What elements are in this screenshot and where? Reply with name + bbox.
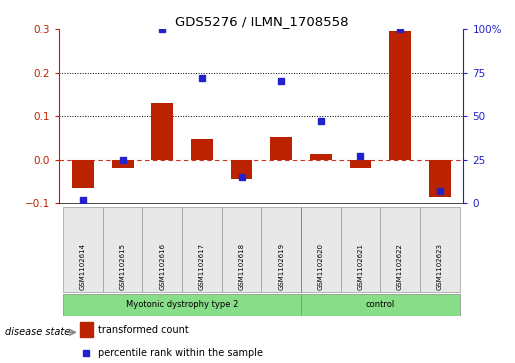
FancyBboxPatch shape xyxy=(301,207,340,292)
FancyBboxPatch shape xyxy=(340,207,380,292)
Text: GSM1102621: GSM1102621 xyxy=(357,243,364,290)
Text: GSM1102623: GSM1102623 xyxy=(437,243,443,290)
Text: GSM1102622: GSM1102622 xyxy=(397,243,403,290)
FancyBboxPatch shape xyxy=(380,207,420,292)
Text: GSM1102619: GSM1102619 xyxy=(278,242,284,290)
Bar xyxy=(231,160,252,179)
Text: GSM1102620: GSM1102620 xyxy=(318,243,324,290)
Text: GSM1102617: GSM1102617 xyxy=(199,242,205,290)
FancyBboxPatch shape xyxy=(222,207,261,292)
Bar xyxy=(310,155,332,160)
Bar xyxy=(270,136,292,160)
Bar xyxy=(429,160,451,197)
Text: Myotonic dystrophy type 2: Myotonic dystrophy type 2 xyxy=(126,301,238,309)
FancyBboxPatch shape xyxy=(143,207,182,292)
FancyBboxPatch shape xyxy=(63,207,103,292)
FancyBboxPatch shape xyxy=(420,207,459,292)
Text: GSM1102618: GSM1102618 xyxy=(238,242,245,290)
Text: GSM1102615: GSM1102615 xyxy=(119,243,126,290)
Text: GSM1102614: GSM1102614 xyxy=(80,243,86,290)
Text: percentile rank within the sample: percentile rank within the sample xyxy=(98,348,263,358)
FancyBboxPatch shape xyxy=(103,207,143,292)
Text: disease state: disease state xyxy=(5,327,71,337)
Text: control: control xyxy=(366,301,395,309)
Bar xyxy=(112,160,133,168)
Bar xyxy=(389,31,411,160)
Bar xyxy=(151,103,173,160)
FancyBboxPatch shape xyxy=(301,294,459,316)
Text: transformed count: transformed count xyxy=(98,325,188,335)
Bar xyxy=(72,160,94,188)
Bar xyxy=(191,139,213,160)
FancyBboxPatch shape xyxy=(261,207,301,292)
Bar xyxy=(80,322,93,337)
FancyBboxPatch shape xyxy=(63,294,301,316)
Text: GSM1102616: GSM1102616 xyxy=(159,242,165,290)
Bar xyxy=(350,160,371,168)
FancyBboxPatch shape xyxy=(182,207,222,292)
Title: GDS5276 / ILMN_1708558: GDS5276 / ILMN_1708558 xyxy=(175,15,348,28)
